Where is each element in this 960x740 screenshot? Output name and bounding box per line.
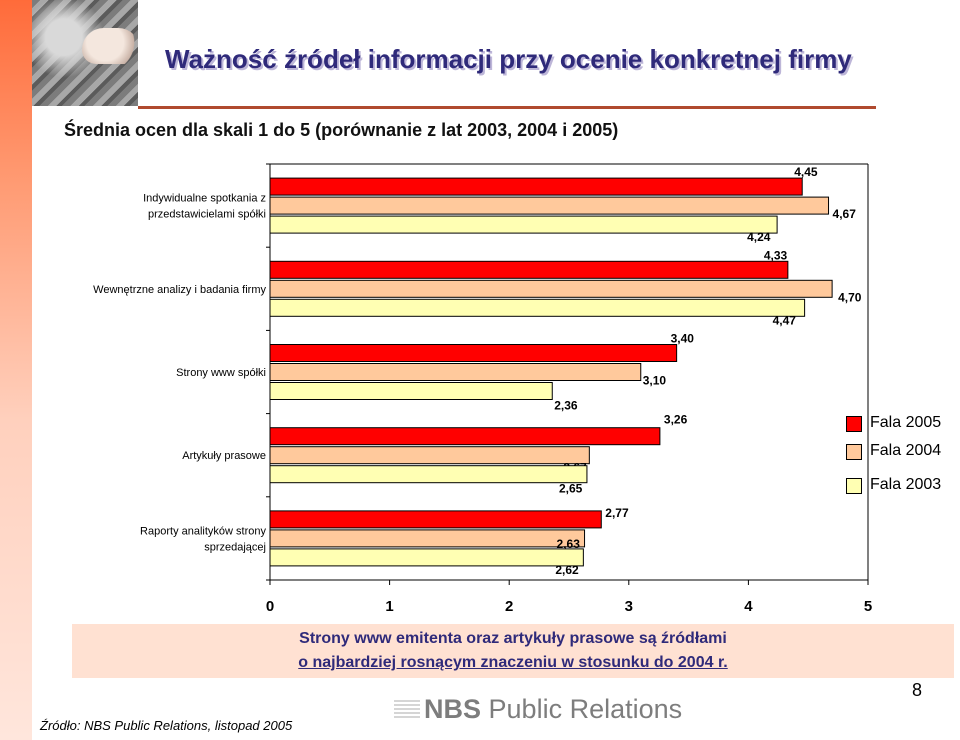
decorative-side-stripe [0, 0, 32, 740]
data-label: 4,70 [838, 290, 862, 304]
data-label: 2,62 [555, 563, 579, 577]
data-label: 3,10 [643, 374, 667, 388]
data-label: 4,33 [764, 248, 788, 262]
data-label: 4,45 [794, 165, 818, 179]
conclusion-line-2: o najbardziej rosnącym znaczeniu w stosu… [298, 654, 728, 671]
hand-image [82, 28, 140, 64]
x-tick-label: 0 [266, 598, 274, 615]
chart-subtitle: Średnia ocen dla skali 1 do 5 (porównani… [64, 120, 619, 140]
data-label: 2,36 [554, 399, 578, 413]
legend-label-2003: Fala 2003 [870, 476, 942, 493]
bar-fala-2004 [269, 446, 590, 465]
data-label: 2,77 [605, 506, 629, 520]
data-label: 4,67 [833, 207, 857, 221]
bar-fala-2003 [269, 298, 806, 317]
source-note: Źródło: NBS Public Relations, listopad 2… [40, 718, 293, 733]
category-label: Artykuły prasowe [182, 450, 266, 462]
data-label: 3,40 [671, 332, 695, 346]
logo-brand: NBS [424, 694, 482, 724]
bar-fala-2005 [269, 510, 602, 529]
x-tick-label: 5 [864, 598, 872, 615]
bar-fala-2005 [269, 344, 678, 362]
bar-fala-2004 [269, 196, 830, 215]
bar-fala-2003 [269, 465, 588, 484]
chart-root: 0 1 2 3 4 5 Indywidualne spotkania z przedstawi… [93, 163, 872, 615]
conclusion-box: Strony www emitenta oraz artykuły prasow… [72, 624, 954, 678]
category-label: Indywidualne spotkania z [143, 193, 266, 205]
data-label: 2,65 [559, 482, 583, 496]
category-label: Strony www spółki [176, 367, 266, 379]
logo-stripes [394, 700, 420, 720]
nbs-logo: NBS Public Relations [394, 690, 682, 724]
bar-fala-2004 [269, 279, 833, 298]
header-divider [138, 106, 876, 109]
page-number: 8 [912, 680, 923, 700]
x-tick-label: 4 [744, 598, 753, 615]
bar-fala-2004 [269, 529, 586, 548]
data-label: 4,24 [747, 230, 771, 244]
bar-fala-2004 [269, 363, 642, 381]
legend-swatch-2005 [846, 416, 862, 432]
legend-label-2004: Fala 2004 [870, 442, 942, 459]
category-label: Raporty analityków strony [140, 525, 266, 537]
slide-title: Ważność źródeł informacji przy ocenie ko… [165, 44, 852, 74]
keyboard-photo [32, 0, 140, 106]
bar-fala-2005 [269, 260, 789, 279]
logo-rest: Public Relations [488, 694, 683, 724]
bar-fala-2003 [269, 548, 584, 567]
x-tick-label: 2 [505, 598, 513, 615]
category-label: Wewnętrzne analizy i badania firmy [93, 284, 266, 296]
legend-label-2005: Fala 2005 [870, 414, 942, 431]
data-label: 2,63 [557, 537, 581, 551]
legend-swatch-2004 [846, 444, 862, 460]
bar-fala-2005 [269, 427, 661, 446]
legend-swatch-2003 [846, 478, 862, 494]
category-label: sprzedającej [204, 541, 266, 553]
bar-fala-2003 [269, 382, 553, 400]
data-label: 3,26 [664, 413, 688, 427]
bar-fala-2003 [269, 215, 778, 234]
conclusion-line-1: Strony www emitenta oraz artykuły prasow… [299, 630, 727, 647]
category-label: przedstawicielami spółki [148, 209, 266, 221]
data-label: 4,47 [773, 313, 797, 327]
bar-fala-2005 [269, 177, 803, 196]
x-tick-label: 1 [385, 598, 393, 615]
x-tick-label: 3 [625, 598, 633, 615]
logo-text: NBS Public Relations [424, 694, 682, 725]
